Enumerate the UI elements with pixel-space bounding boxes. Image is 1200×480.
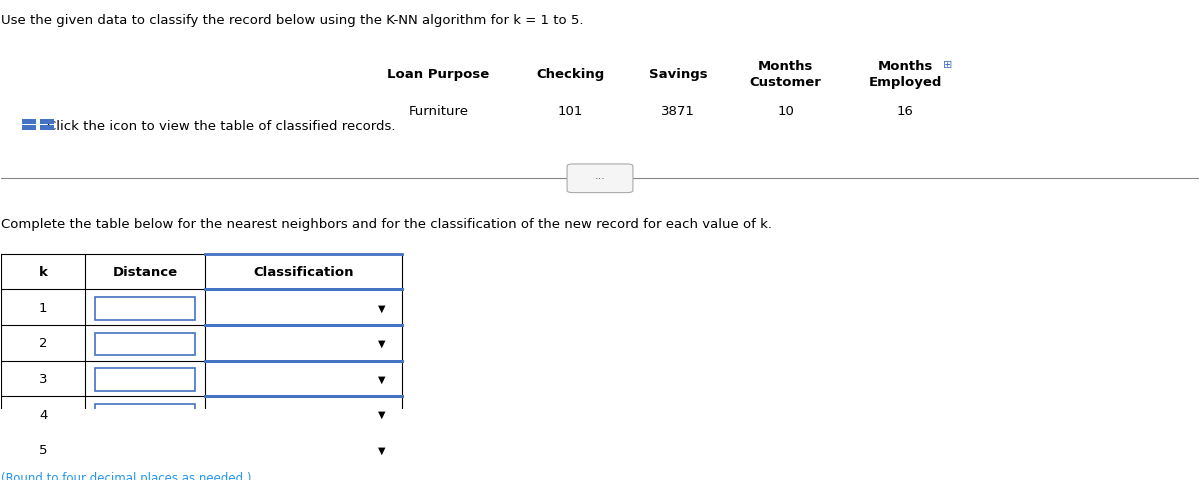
Text: Loan Purpose: Loan Purpose [388,68,490,81]
Text: Use the given data to classify the record below using the K-NN algorithm for k =: Use the given data to classify the recor… [1,13,584,26]
Text: 16: 16 [896,105,913,118]
Text: ⊞: ⊞ [942,60,952,70]
Text: 101: 101 [557,105,583,118]
Text: 3871: 3871 [661,105,695,118]
Text: (Round to four decimal places as needed.): (Round to four decimal places as needed.… [1,471,252,480]
Bar [22,126,36,131]
FancyBboxPatch shape [95,298,196,320]
Text: 10: 10 [778,105,794,118]
FancyBboxPatch shape [211,404,396,426]
Text: Classification: Classification [253,265,354,278]
Text: ▼: ▼ [378,373,386,384]
FancyBboxPatch shape [568,165,632,193]
FancyBboxPatch shape [95,333,196,355]
FancyBboxPatch shape [95,404,196,426]
Bar [40,120,54,125]
Text: ▼: ▼ [378,303,386,312]
FancyBboxPatch shape [211,333,396,355]
Text: 2: 2 [40,336,48,349]
Text: 3: 3 [40,372,48,385]
Text: 5: 5 [40,443,48,456]
Text: Distance: Distance [113,265,178,278]
FancyBboxPatch shape [211,369,396,391]
Text: Checking: Checking [536,68,604,81]
Text: Furniture: Furniture [408,105,468,118]
Bar [40,126,54,131]
Text: Months
Employed: Months Employed [869,60,942,89]
Text: ···: ··· [594,174,606,184]
Text: 4: 4 [40,408,48,420]
Text: Complete the table below for the nearest neighbors and for the classification of: Complete the table below for the nearest… [1,217,773,230]
Text: Savings: Savings [648,68,707,81]
Text: k: k [38,265,48,278]
Text: Click the icon to view the table of classified records.: Click the icon to view the table of clas… [47,120,395,132]
Text: ▼: ▼ [378,338,386,348]
Text: ▼: ▼ [378,409,386,419]
Text: Months
Customer: Months Customer [750,60,822,89]
FancyBboxPatch shape [211,298,396,320]
Text: 1: 1 [40,301,48,314]
Bar [22,120,36,125]
Text: ▼: ▼ [378,444,386,455]
FancyBboxPatch shape [95,369,196,391]
FancyBboxPatch shape [95,440,196,462]
FancyBboxPatch shape [211,440,396,462]
